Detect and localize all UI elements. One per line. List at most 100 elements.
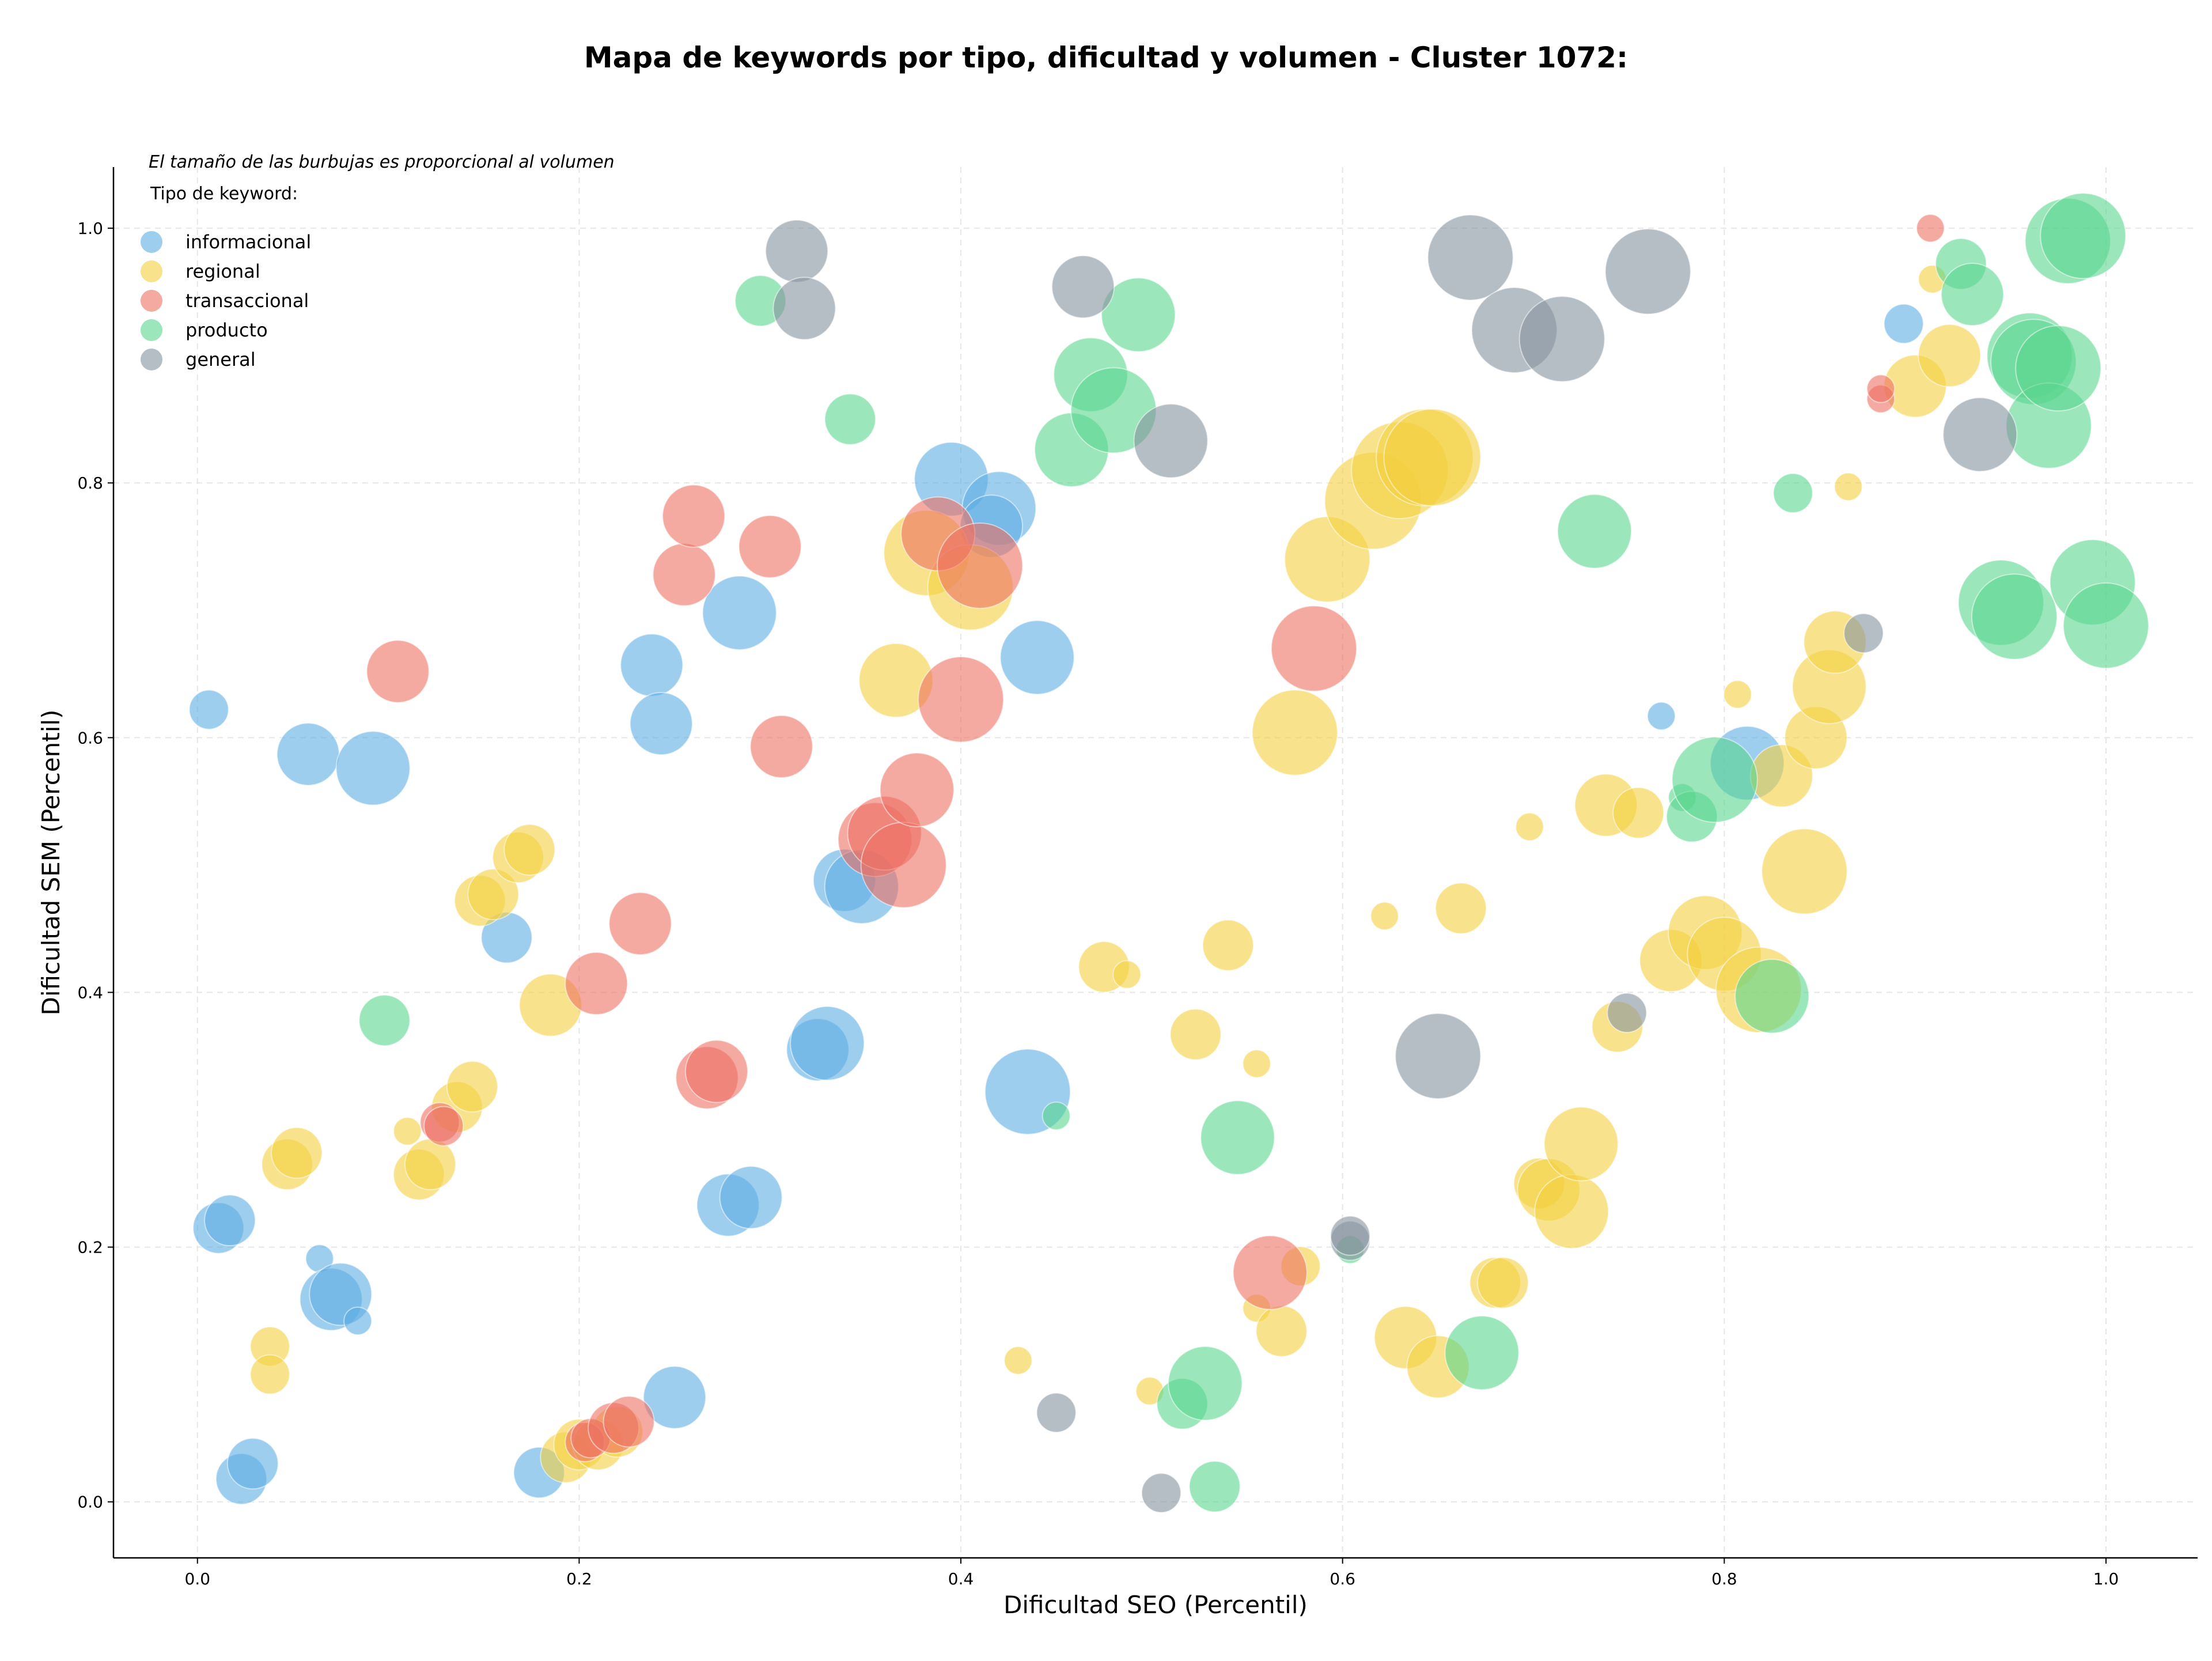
bubble-regional: [1202, 919, 1254, 971]
legend-label-producto: producto: [185, 319, 268, 341]
bubble-general: [1843, 613, 1884, 654]
x-tick-label: 0.0: [185, 1569, 211, 1588]
bubble-regional: [1761, 828, 1848, 915]
axes: 0.0 0.2 0.4 0.6 0.8 1.0 0.0 0.2 0.4 0.6 0.8 1.0: [77, 167, 2198, 1588]
bubble-transaccional: [738, 514, 802, 578]
bubble-informacional: [999, 620, 1075, 695]
bubble-producto: [2062, 582, 2149, 669]
bubble-general: [772, 277, 836, 340]
bubble-transaccional: [662, 484, 726, 548]
bubble-general: [1051, 255, 1115, 319]
bubble-producto: [1971, 573, 2058, 660]
y-tick-label: 0.6: [77, 728, 103, 747]
bubble-producto: [1168, 1346, 1243, 1421]
bubble-regional: [1242, 1049, 1271, 1079]
bubble-regional: [1251, 689, 1338, 776]
bubble-producto: [1188, 1461, 1241, 1513]
bubble-transaccional: [366, 640, 430, 703]
bubble-producto: [824, 393, 876, 445]
chart-title: Mapa de keywords por tipo, dificultad y …: [584, 41, 1628, 74]
bubble-general: [1395, 1013, 1482, 1100]
bubble-transaccional: [1916, 214, 1945, 243]
bubble-informacional: [629, 692, 693, 756]
bubble-informacional: [276, 722, 340, 786]
bubble-regional: [467, 868, 520, 921]
legend: Tipo de keyword: informacional regional tr…: [141, 184, 311, 370]
bubble-producto: [1101, 277, 1176, 353]
bubble-producto: [1557, 494, 1633, 569]
bubble-regional: [446, 1061, 498, 1113]
bubble-producto: [2015, 325, 2102, 412]
bubble-transaccional: [860, 822, 947, 909]
bubble-producto: [1772, 472, 1813, 513]
bubble-transaccional: [652, 543, 716, 607]
bubble-informacional: [335, 731, 411, 806]
bubble-regional: [1383, 408, 1482, 507]
bubble-regional: [249, 1354, 290, 1395]
bubble-transaccional: [423, 1106, 464, 1147]
bubble-regional: [503, 823, 556, 876]
bubble-general: [1036, 1392, 1077, 1433]
bubble-regional: [1723, 680, 1752, 709]
bubble-regional: [1435, 882, 1487, 934]
bubble-producto: [1941, 263, 2005, 327]
bubble-regional: [404, 1138, 456, 1190]
bubble-regional: [1169, 1008, 1222, 1061]
bubble-transaccional: [937, 522, 1024, 609]
y-tick-label: 1.0: [77, 219, 103, 238]
bubble-transaccional: [608, 892, 672, 956]
x-tick-label: 1.0: [2093, 1569, 2119, 1588]
bubble-regional: [1515, 812, 1544, 842]
bubble-transaccional: [749, 714, 813, 778]
legend-marker-transaccional: [141, 290, 162, 312]
bubble-informacional: [790, 1005, 865, 1081]
x-tick-label: 0.4: [948, 1569, 974, 1588]
bubble-informacional: [204, 1194, 256, 1247]
legend-marker-regional: [141, 260, 162, 282]
legend-marker-producto: [141, 319, 162, 341]
bubble-informacional: [343, 1306, 373, 1335]
y-tick-label: 0.8: [77, 474, 103, 493]
legend-label-general: general: [185, 349, 256, 370]
chart-subtitle: El tamaño de las burbujas es proporciona…: [149, 152, 615, 172]
bubble-regional: [1003, 1346, 1033, 1375]
bubble-producto: [1671, 736, 1758, 823]
bubble-informacional: [620, 633, 684, 697]
bubble-regional: [1255, 1305, 1308, 1357]
bubble-general: [1604, 228, 1691, 315]
bubble-general: [1607, 992, 1647, 1033]
bubble-transaccional: [684, 1039, 748, 1103]
bubble-regional: [1112, 960, 1142, 989]
legend-marker-general: [141, 349, 162, 370]
bubble-informacional: [719, 1166, 783, 1229]
bubble-general: [1427, 214, 1514, 301]
bubble-regional: [1834, 472, 1863, 501]
bubble-regional: [1370, 901, 1399, 930]
bubbles: [188, 192, 2149, 1514]
bubble-informacional: [702, 575, 777, 650]
bubble-informacional: [226, 1437, 279, 1490]
bubble-regional: [271, 1127, 323, 1179]
bubble-producto: [2040, 192, 2127, 279]
bubble-informacional: [1646, 701, 1676, 731]
bubble-transaccional: [1866, 374, 1896, 403]
bubble-informacional: [643, 1365, 707, 1429]
bubble-general: [1330, 1215, 1370, 1256]
y-tick-label: 0.2: [77, 1238, 103, 1257]
bubble-transaccional: [918, 656, 1005, 743]
legend-marker-informacional: [141, 231, 162, 253]
bubble-general: [1141, 1473, 1181, 1514]
y-tick-label: 0.0: [77, 1493, 103, 1512]
bubble-transaccional: [565, 952, 628, 1016]
bubble-regional: [1612, 786, 1665, 839]
bubble-producto: [1041, 1101, 1071, 1130]
legend-label-transaccional: transaccional: [185, 290, 309, 312]
x-axis-label: Dificultad SEO (Percentil): [1003, 1591, 1308, 1619]
y-axis-label: Dificultad SEM (Percentil): [37, 710, 65, 1016]
bubble-transaccional: [1232, 1235, 1308, 1310]
x-tick-label: 0.8: [1711, 1569, 1737, 1588]
bubble-general: [1518, 296, 1605, 383]
bubble-general: [1133, 403, 1209, 479]
bubble-transaccional: [603, 1395, 655, 1448]
